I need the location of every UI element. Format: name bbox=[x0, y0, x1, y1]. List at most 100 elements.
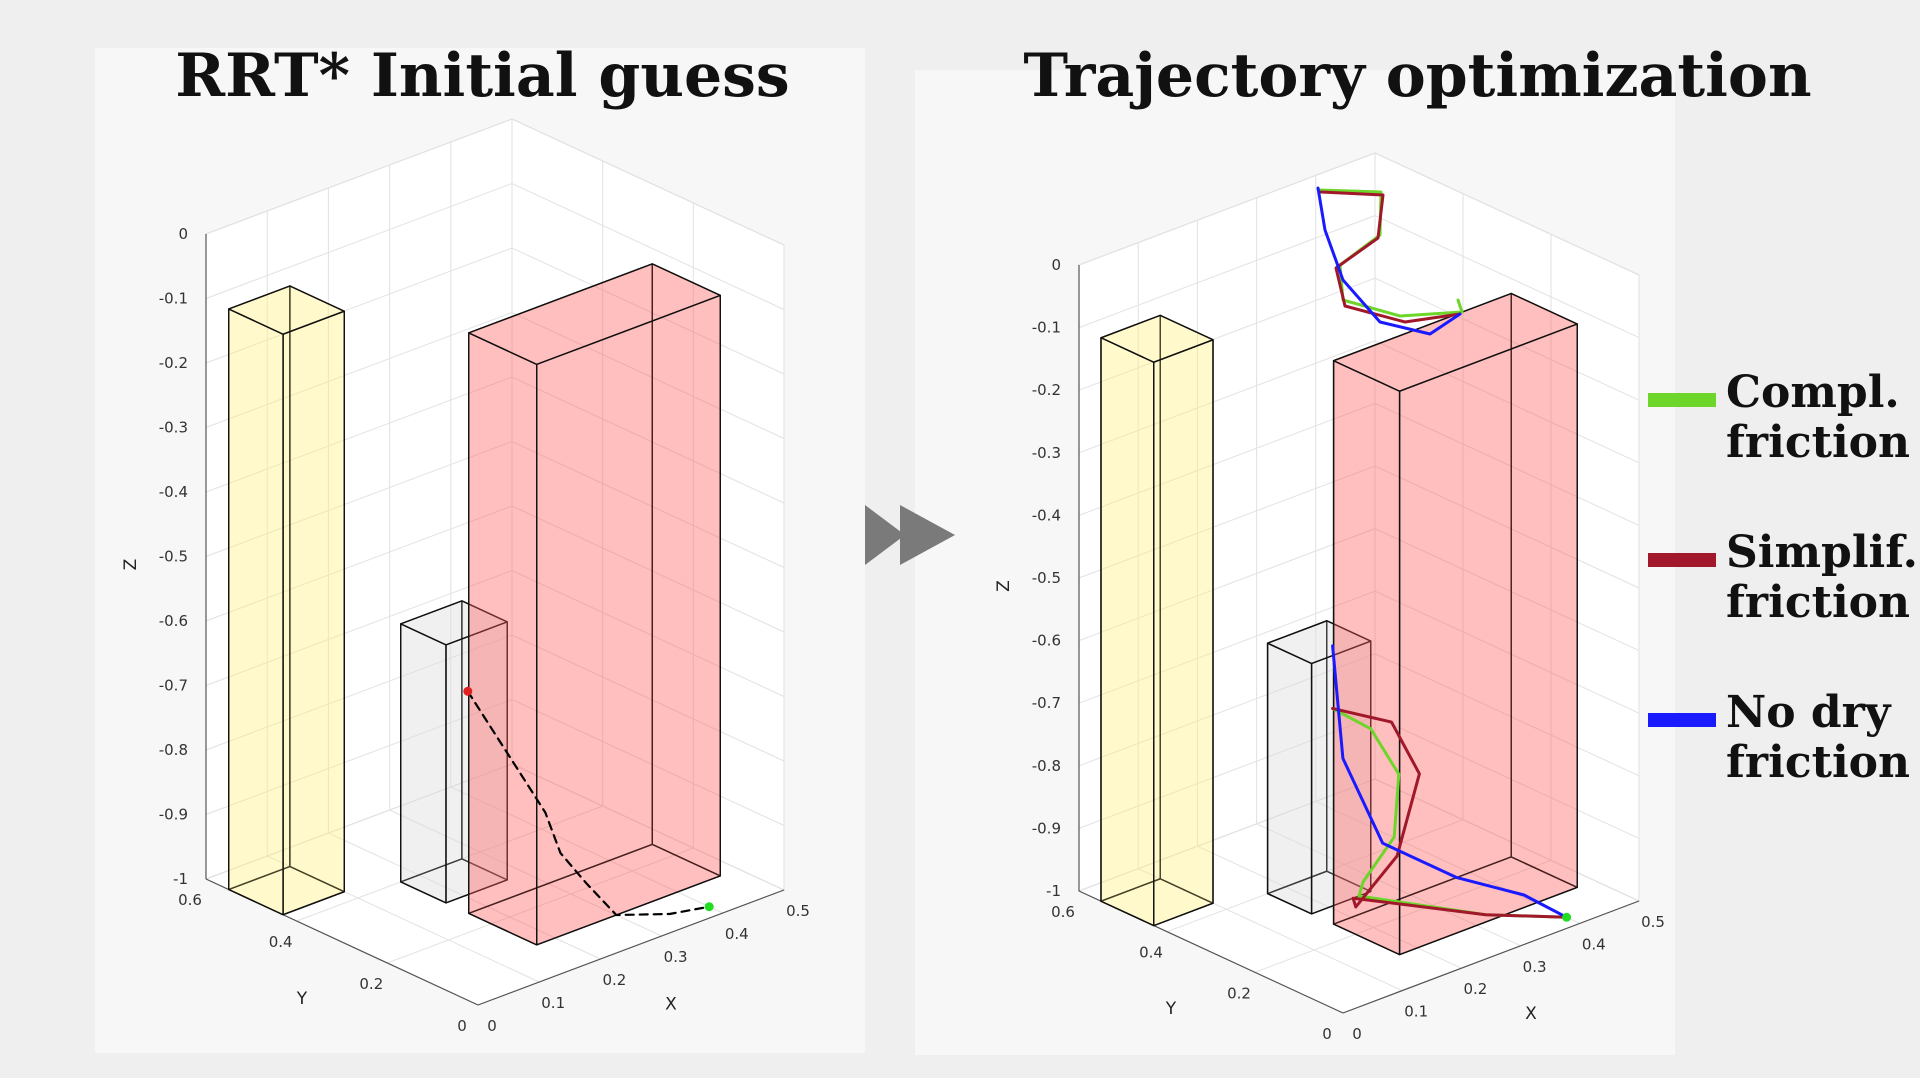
y-axis-label: Y bbox=[1165, 999, 1177, 1019]
x-tick-label: 0.1 bbox=[541, 994, 565, 1012]
z-axis-label: Z bbox=[121, 559, 141, 571]
rrt-initial-guess-plot: 0 0.1 0.2 0.3 0.4 0.5 0 0.2 0.4 0.6 0 -0.1 -0.2 -0.3 -… bbox=[121, 118, 810, 1035]
grid-line bbox=[1078, 778, 1640, 902]
goal-point-marker bbox=[1562, 912, 1572, 922]
obstacle-face bbox=[1100, 337, 1155, 927]
series-simplif-friction bbox=[1331, 707, 1569, 919]
y-tick-label: 0.6 bbox=[178, 891, 202, 909]
red-obstacle-box bbox=[468, 263, 721, 946]
obstacle-face bbox=[468, 263, 721, 366]
grid-line bbox=[1078, 340, 1640, 464]
grid-line bbox=[205, 505, 785, 633]
z-tick-label: -0.6 bbox=[159, 612, 188, 630]
grid-line bbox=[1078, 215, 1640, 339]
legend-label: Simplif. bbox=[1726, 527, 1918, 578]
z-tick-label: -0.1 bbox=[159, 290, 188, 308]
obstacle-face bbox=[227, 285, 345, 335]
grid-line bbox=[1078, 402, 1640, 526]
x-tick-label: 0.3 bbox=[664, 948, 688, 966]
x-tick-label: 0.2 bbox=[602, 971, 626, 989]
z-tick-label: -0.5 bbox=[1032, 569, 1061, 587]
y-tick-label: 0 bbox=[457, 1017, 467, 1035]
grid-line bbox=[205, 118, 785, 246]
z-tick-label: -0.4 bbox=[1032, 506, 1061, 524]
fast-forward-arrow-icon bbox=[865, 505, 955, 565]
obstacle-face bbox=[400, 600, 508, 646]
grid-line bbox=[205, 763, 785, 891]
y-tick-label: 0.4 bbox=[269, 933, 293, 951]
grid-line bbox=[205, 634, 785, 762]
legend-swatch bbox=[1648, 713, 1716, 727]
x-tick-label: 0.1 bbox=[1404, 1003, 1428, 1021]
z-tick-label: -0.2 bbox=[1032, 381, 1061, 399]
x-tick-label: 0 bbox=[1352, 1025, 1362, 1043]
overshoot-coil-line bbox=[1316, 186, 1462, 336]
x-axis-line bbox=[477, 889, 785, 1006]
obstacle-face bbox=[1332, 292, 1578, 392]
x-axis-line bbox=[1342, 900, 1640, 1014]
rrt-path-line bbox=[466, 690, 711, 917]
x-axis-label: X bbox=[665, 995, 677, 1015]
z-tick-label: 0 bbox=[178, 225, 188, 243]
legend-label: friction bbox=[1726, 577, 1910, 628]
z-tick-label: -0.3 bbox=[159, 419, 188, 437]
legend-swatch bbox=[1648, 393, 1716, 407]
z-tick-label: -0.3 bbox=[1032, 444, 1061, 462]
overshoot-coil-line bbox=[1317, 188, 1464, 318]
z-tick-label: -0.6 bbox=[1032, 632, 1061, 650]
x-tick-label: 0 bbox=[487, 1017, 497, 1035]
obstacle-face bbox=[1100, 314, 1214, 363]
z-tick-label: -0.8 bbox=[1032, 757, 1061, 775]
grid-line bbox=[1078, 715, 1640, 839]
x-axis-label: X bbox=[1525, 1004, 1537, 1024]
x-tick-label: 0.5 bbox=[1641, 913, 1665, 931]
x-tick-label: 0.4 bbox=[1582, 935, 1606, 953]
z-tick-label: -0.2 bbox=[159, 354, 188, 372]
grid-line bbox=[1078, 152, 1640, 276]
x-tick-label: 0.5 bbox=[786, 902, 810, 920]
grid-line bbox=[1078, 590, 1640, 714]
z-tick-label: -0.8 bbox=[159, 741, 188, 759]
z-tick-label: -0.9 bbox=[1032, 819, 1061, 837]
red-obstacle-box bbox=[1332, 292, 1578, 956]
obstacle-face bbox=[1153, 339, 1214, 927]
grid-line bbox=[205, 698, 785, 826]
y-tick-label: 0.2 bbox=[1227, 984, 1251, 1002]
legend-label: No dry bbox=[1726, 687, 1891, 738]
legend-swatch bbox=[1648, 553, 1716, 567]
x-tick-label: 0.3 bbox=[1523, 958, 1547, 976]
yellow-obstacle-box bbox=[1100, 314, 1214, 927]
x-tick-label: 0.4 bbox=[725, 925, 749, 943]
z-tick-label: -0.7 bbox=[1032, 694, 1061, 712]
grid-line bbox=[205, 569, 785, 697]
obstacle-face bbox=[1266, 620, 1372, 665]
obstacle-face bbox=[1266, 642, 1313, 915]
grid-line bbox=[205, 440, 785, 568]
z-tick-label: -0.4 bbox=[159, 483, 188, 501]
z-tick-label: -0.7 bbox=[159, 677, 188, 695]
grid-line bbox=[1078, 528, 1640, 652]
y-axis-label: Y bbox=[296, 989, 308, 1009]
yellow-obstacle-box bbox=[227, 285, 345, 916]
z-tick-label: -0.1 bbox=[1032, 319, 1061, 337]
gray-obstacle-box bbox=[1266, 620, 1372, 915]
z-tick-label: 0 bbox=[1051, 256, 1061, 274]
grid-line bbox=[205, 311, 785, 439]
start-point-marker bbox=[463, 686, 473, 696]
right-plot-title: Trajectory optimization bbox=[1023, 41, 1812, 111]
z-tick-label: -0.5 bbox=[159, 548, 188, 566]
y-tick-label: 0.4 bbox=[1139, 944, 1163, 962]
grid-line bbox=[1078, 465, 1640, 589]
y-tick-label: 0.2 bbox=[359, 975, 383, 993]
gray-obstacle-box bbox=[400, 600, 508, 904]
legend-label: friction bbox=[1726, 737, 1910, 788]
series-no-dry-friction bbox=[1331, 644, 1569, 919]
z-tick-label: -1 bbox=[173, 870, 188, 888]
goal-point-marker bbox=[704, 902, 714, 912]
obstacle-face bbox=[1398, 323, 1578, 956]
left-plot-title: RRT* Initial guess bbox=[175, 41, 790, 111]
z-tick-label: -1 bbox=[1046, 882, 1061, 900]
z-axis-label: Z bbox=[994, 580, 1014, 592]
overshoot-coil-line bbox=[1319, 190, 1462, 324]
